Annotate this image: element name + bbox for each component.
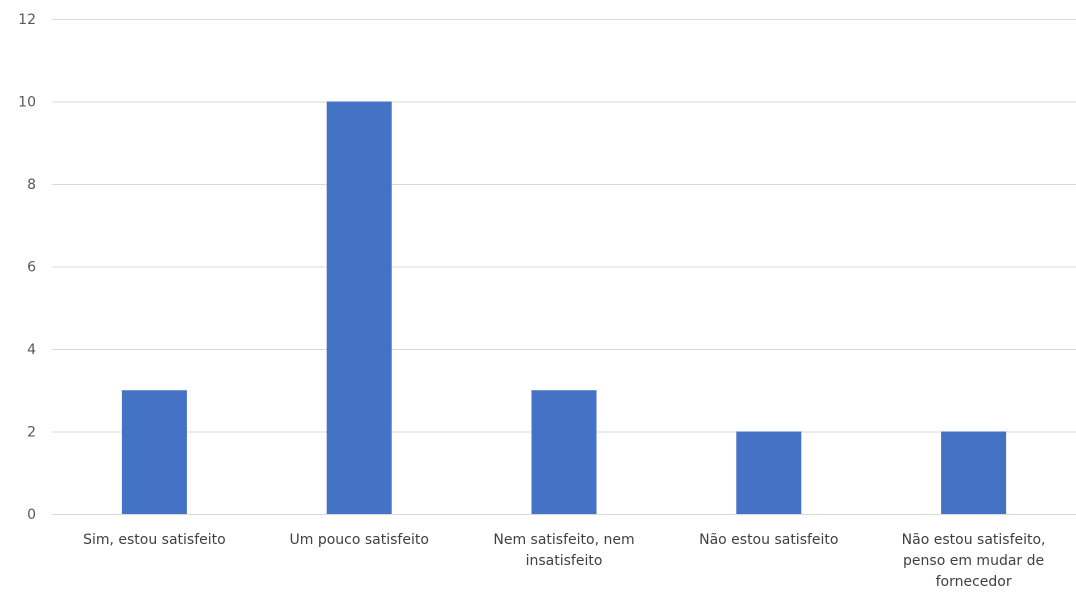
bars	[121, 101, 1007, 514]
bar	[121, 390, 187, 514]
x-category-label-line: Um pouco satisfeito	[289, 532, 428, 548]
bar	[531, 390, 597, 514]
y-tick-label: 2	[27, 425, 36, 441]
x-category-label-line: Não estou satisfeito,	[902, 532, 1046, 548]
y-tick-label: 10	[18, 95, 36, 111]
x-category-label: Não estou satisfeito	[699, 532, 838, 548]
y-tick-label: 4	[27, 342, 36, 358]
x-category-label: Não estou satisfeito, penso em mudar de fo…	[902, 532, 1046, 590]
y-tick-label: 6	[27, 260, 36, 276]
bar	[941, 431, 1007, 514]
x-category-label-line: Sim, estou satisfeito	[83, 532, 226, 548]
x-category-label: Um pouco satisfeito	[289, 532, 428, 548]
bar	[326, 101, 392, 514]
gridlines	[52, 19, 1076, 515]
x-category-label-line: insatisfeito	[526, 553, 603, 569]
y-tick-label: 8	[27, 177, 36, 193]
x-category-label-line: penso em mudar de	[903, 553, 1044, 569]
y-tick-label: 12	[18, 12, 36, 28]
x-category-label-line: Não estou satisfeito	[699, 532, 838, 548]
x-category-label-line: Nem satisfeito, nem	[493, 532, 634, 548]
x-category-label: Nem satisfeito, nem insatisfeito	[493, 532, 634, 569]
y-tick-label: 0	[27, 507, 36, 523]
bar	[736, 431, 802, 514]
x-category-label-line: fornecedor	[936, 574, 1012, 590]
x-category-label: Sim, estou satisfeito	[83, 532, 226, 548]
x-axis-category-labels: Sim, estou satisfeito Um pouco satisfeito…	[83, 532, 1045, 590]
y-axis-tick-labels: 0 2 4 6 8 10 12	[18, 12, 36, 523]
